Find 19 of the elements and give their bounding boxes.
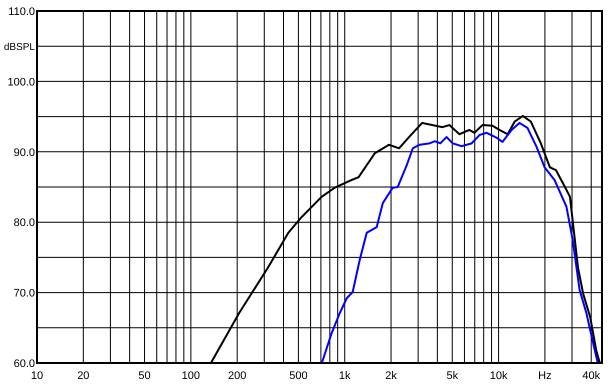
y-tick-label: 90.0 xyxy=(14,146,35,159)
x-tick-label: Hz xyxy=(538,370,552,382)
x-tick-label: 5k xyxy=(446,370,459,382)
y-tick-label: 80.0 xyxy=(14,217,35,230)
x-tick-label: 100 xyxy=(182,370,200,382)
y-tick-label: 110.0 xyxy=(8,6,35,18)
x-tick-label: 20 xyxy=(77,370,90,382)
y-tick-label: 70.0 xyxy=(14,288,35,300)
x-tick-label: 40k xyxy=(582,370,601,382)
x-tick-label: 1k xyxy=(338,370,352,382)
x-tick-label: 10k xyxy=(490,370,508,382)
x-tick-label: 200 xyxy=(228,370,246,382)
x-tick-label: 500 xyxy=(289,370,308,382)
y-axis-title: dBSPL xyxy=(4,42,36,54)
y-tick-label: 60.0 xyxy=(14,358,35,370)
y-tick-label: 100.0 xyxy=(7,76,35,88)
x-tick-label: 10 xyxy=(30,370,44,382)
x-tick-label: 50 xyxy=(138,370,151,382)
x-tick-label: 2k xyxy=(385,370,398,382)
